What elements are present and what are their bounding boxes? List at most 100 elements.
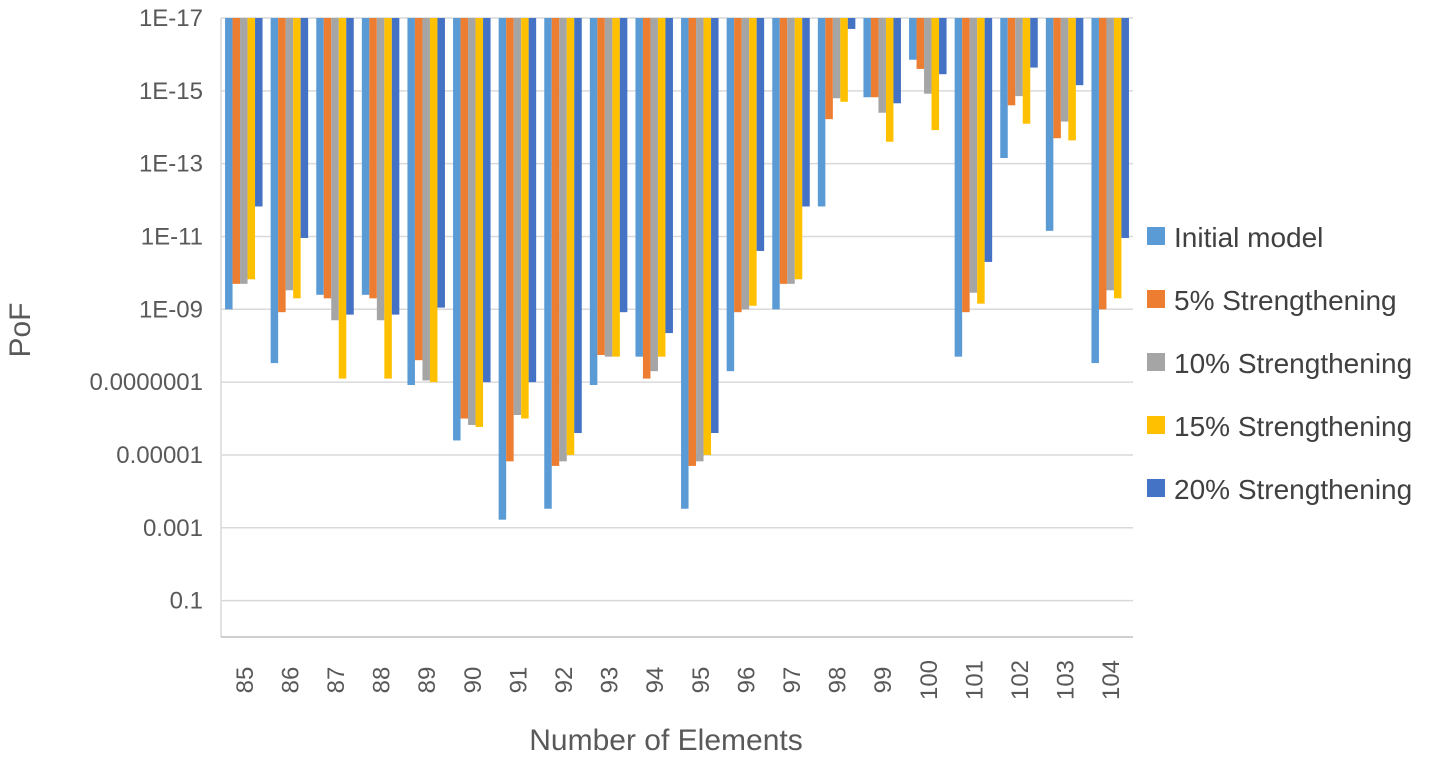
bar bbox=[240, 18, 248, 284]
y-tick-labels: 0.1 0.001 0.00001 0.0000001 1E-09 1E-11 1E-13 1… bbox=[90, 5, 203, 615]
y-axis-title: PoF bbox=[4, 302, 37, 357]
bar bbox=[1053, 18, 1061, 139]
bar bbox=[460, 18, 469, 419]
x-tick-label: 91 bbox=[505, 667, 532, 694]
axes bbox=[220, 18, 1133, 638]
legend-swatch bbox=[1147, 416, 1165, 434]
bar bbox=[407, 18, 415, 386]
x-tick-label: 87 bbox=[323, 667, 350, 694]
bar bbox=[817, 18, 826, 207]
bar bbox=[619, 18, 628, 313]
bar bbox=[741, 18, 750, 310]
bar bbox=[726, 18, 735, 372]
bar bbox=[681, 18, 689, 509]
legend-label: 5% Strengthening bbox=[1174, 285, 1397, 316]
bar bbox=[1045, 18, 1054, 231]
bar bbox=[453, 18, 461, 441]
y-tick-label: 0.001 bbox=[143, 515, 203, 542]
bar bbox=[483, 18, 491, 383]
bar bbox=[597, 18, 605, 356]
x-tick-label: 88 bbox=[369, 667, 396, 694]
x-tick-label: 85 bbox=[232, 667, 259, 694]
bar bbox=[885, 18, 894, 142]
bar bbox=[316, 18, 324, 295]
bar bbox=[278, 18, 286, 313]
bar bbox=[1030, 18, 1038, 68]
bar bbox=[1060, 18, 1069, 122]
x-tick-label: 101 bbox=[961, 660, 988, 700]
bar bbox=[331, 18, 339, 321]
bar bbox=[969, 18, 978, 293]
bar bbox=[840, 18, 848, 102]
bar bbox=[574, 18, 582, 434]
bar bbox=[1091, 18, 1099, 364]
legend-swatch bbox=[1147, 353, 1165, 371]
bar bbox=[391, 18, 400, 315]
bar bbox=[1121, 18, 1129, 238]
x-tick-label: 102 bbox=[1007, 660, 1034, 700]
bar bbox=[1106, 18, 1114, 291]
bar bbox=[931, 18, 940, 131]
y-tick-label: 0.1 bbox=[170, 588, 203, 615]
legend: Initial model 5% Strengthening 10% Strengt… bbox=[1147, 222, 1412, 505]
legend-swatch bbox=[1147, 227, 1165, 245]
bar bbox=[422, 18, 430, 381]
bar bbox=[1068, 18, 1076, 141]
x-tick-labels: 85 86 87 88 89 90 91 92 93 94 95 96 97 98 99 100 101 102 1… bbox=[232, 660, 1125, 700]
bar bbox=[863, 18, 871, 98]
x-tick-label: 100 bbox=[916, 660, 943, 700]
legend-swatch bbox=[1147, 290, 1165, 308]
x-tick-label: 99 bbox=[870, 667, 897, 694]
bar bbox=[794, 18, 803, 280]
bar bbox=[468, 18, 476, 425]
bar bbox=[323, 18, 332, 299]
bar bbox=[506, 18, 514, 462]
bar bbox=[696, 18, 704, 462]
bar bbox=[338, 18, 347, 379]
bar bbox=[665, 18, 673, 334]
bar bbox=[369, 18, 377, 299]
bar bbox=[642, 18, 651, 379]
y-tick-label: 1E-15 bbox=[139, 78, 203, 105]
bar bbox=[225, 18, 233, 310]
bar bbox=[984, 18, 993, 262]
bar bbox=[977, 18, 985, 304]
bar bbox=[1075, 18, 1084, 86]
bar bbox=[437, 18, 445, 308]
bar bbox=[1098, 18, 1107, 310]
bar bbox=[635, 18, 643, 357]
bar bbox=[802, 18, 810, 207]
bar bbox=[847, 18, 856, 29]
bar bbox=[749, 18, 757, 306]
bar bbox=[825, 18, 833, 120]
y-tick-label: 0.0000001 bbox=[90, 369, 203, 396]
legend-label: 10% Strengthening bbox=[1174, 348, 1412, 379]
bar bbox=[551, 18, 560, 466]
bar bbox=[1113, 18, 1122, 299]
x-tick-label: 104 bbox=[1098, 660, 1125, 700]
bars bbox=[225, 18, 1129, 520]
y-tick-label: 0.00001 bbox=[116, 442, 203, 469]
bar bbox=[528, 18, 537, 383]
bar bbox=[870, 18, 879, 98]
bar bbox=[893, 18, 901, 104]
y-tick-label: 1E-09 bbox=[139, 296, 203, 323]
bar bbox=[255, 18, 263, 207]
bar bbox=[909, 18, 917, 60]
bar bbox=[878, 18, 886, 113]
bar bbox=[688, 18, 697, 466]
bar bbox=[270, 18, 279, 364]
legend-swatch bbox=[1147, 479, 1165, 497]
bar bbox=[734, 18, 742, 313]
bar bbox=[954, 18, 963, 357]
bar bbox=[232, 18, 241, 284]
bar bbox=[1000, 18, 1008, 159]
x-tick-label: 98 bbox=[825, 667, 852, 694]
x-tick-label: 93 bbox=[597, 667, 624, 694]
bar bbox=[772, 18, 780, 310]
x-tick-label: 86 bbox=[277, 667, 304, 694]
bar bbox=[779, 18, 788, 284]
bar bbox=[429, 18, 438, 383]
bar bbox=[559, 18, 567, 462]
y-tick-label: 1E-17 bbox=[139, 5, 203, 32]
